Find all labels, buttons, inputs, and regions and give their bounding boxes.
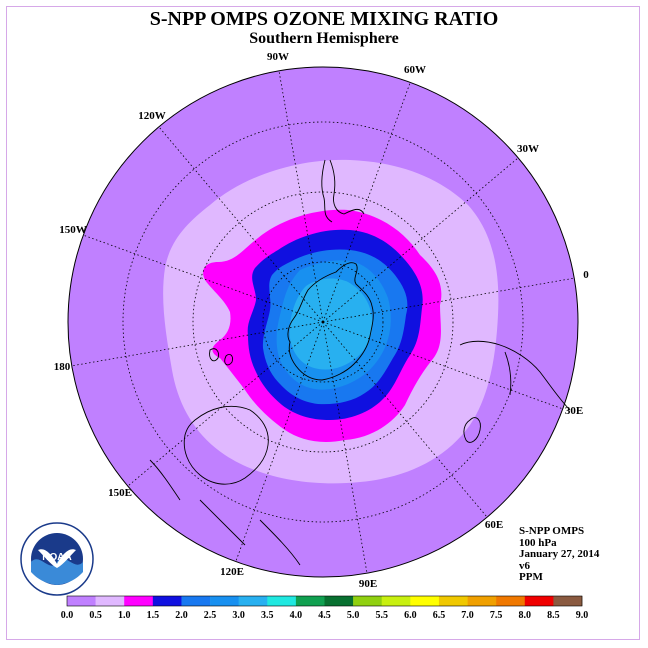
map-subtitle: Southern Hemisphere — [249, 30, 399, 47]
info-units: PPM — [519, 571, 543, 583]
lon-label-30e: 30E — [565, 405, 583, 417]
lon-label-120w: 120W — [138, 110, 166, 122]
map-title: S-NPP OMPS OZONE MIXING RATIO — [149, 8, 499, 30]
map-boundary — [67, 66, 579, 578]
lon-label-60w: 60W — [404, 64, 426, 76]
madagascar-coast — [463, 417, 481, 443]
lon-label-150w: 150W — [59, 224, 87, 236]
graticule — [70, 70, 576, 574]
antarctica-coast — [287, 262, 374, 381]
info-version: v6 — [519, 559, 530, 572]
meridian-90e — [322, 321, 368, 574]
lon-label-90e: 90E — [359, 578, 377, 590]
lon-label-120e: 120E — [220, 566, 244, 578]
info-date: January 27, 2014 — [519, 548, 600, 560]
meridian-150e — [127, 321, 324, 487]
meridian-180 — [70, 321, 324, 367]
latitude-circle — [262, 261, 384, 383]
latitude-circle — [122, 121, 524, 523]
lon-label-90w: 90W — [267, 51, 289, 63]
latitude-circle — [192, 191, 454, 453]
lon-label-0: 0 — [583, 269, 589, 281]
noaa-logo: NOAA — [20, 522, 94, 596]
info-level: 100 hPa — [519, 536, 557, 549]
new-zealand-coast — [209, 348, 233, 366]
lon-label-180: 180 — [54, 361, 71, 373]
noaa-logo-text: NOAA — [42, 552, 71, 563]
info-block: S-NPP OMPS 100 hPa January 27, 2014 v6 P… — [519, 525, 600, 584]
meridian-30w — [322, 157, 519, 323]
indonesia-coast — [149, 459, 301, 566]
meridian-0 — [322, 277, 576, 323]
australia-coast — [183, 406, 269, 485]
lon-label-60e: 60E — [485, 519, 503, 531]
lon-label-150e: 150E — [108, 487, 132, 499]
page-frame — [6, 6, 640, 640]
meridian-30e — [322, 321, 564, 410]
lon-label-30w: 30W — [517, 143, 539, 155]
coastlines — [149, 159, 571, 566]
meridian-150w — [82, 234, 324, 323]
meridian-120w — [158, 126, 324, 323]
meridian-60e — [322, 321, 488, 518]
africa-coast — [459, 340, 571, 411]
ozone-region-3.0-3.5 — [289, 278, 373, 370]
south-america-coast — [321, 159, 365, 223]
info-instrument: S-NPP OMPS — [519, 525, 585, 537]
meridian-90w — [278, 70, 324, 323]
